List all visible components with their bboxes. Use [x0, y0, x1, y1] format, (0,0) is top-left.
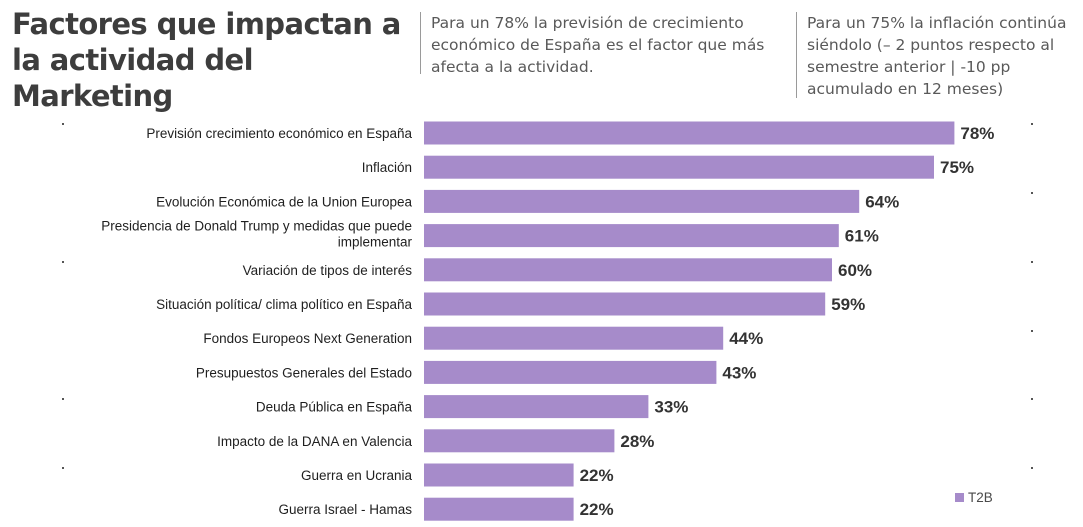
tick-mark: [1031, 123, 1033, 125]
category-label: Guerra en Ucrania: [301, 468, 413, 483]
bar: [424, 395, 649, 419]
bar: [424, 292, 826, 316]
category-label: Situación política/ clima político en Es…: [156, 297, 412, 312]
value-label: 44%: [729, 329, 763, 348]
value-label: 60%: [838, 261, 872, 280]
tick-mark: [62, 123, 64, 125]
tick-mark: [1031, 261, 1033, 263]
value-label: 61%: [845, 227, 879, 246]
bar: [424, 189, 860, 213]
tick-mark: [1031, 398, 1033, 400]
tick-mark: [62, 467, 64, 469]
category-label: Presidencia de Donald Trump y medidas qu…: [101, 219, 412, 250]
tick-mark: [62, 261, 64, 263]
legend-label: T2B: [968, 490, 993, 505]
tick-mark: [1031, 192, 1033, 194]
category-label: Guerra Israel - Hamas: [278, 502, 412, 517]
tick-mark: [1031, 467, 1033, 469]
note-growth: Para un 78% la previsión de crecimiento …: [420, 12, 781, 76]
category-label: Fondos Europeos Next Generation: [203, 331, 412, 346]
value-label: 43%: [722, 363, 756, 382]
category-label: Inflación: [362, 160, 412, 175]
bar: [424, 121, 955, 145]
bar: [424, 360, 717, 384]
tick-mark: [62, 398, 64, 400]
category-label: Previsión crecimiento económico en Españ…: [146, 126, 412, 141]
bar: [424, 497, 574, 521]
bar: [424, 258, 832, 282]
legend: T2B: [955, 490, 993, 505]
category-label: Deuda Pública en España: [256, 400, 413, 415]
bar: [424, 326, 724, 350]
note-inflation: Para un 75% la inflación continúa siéndo…: [796, 12, 1079, 98]
value-label: 22%: [580, 466, 614, 485]
category-label: Impacto de la DANA en Valencia: [217, 434, 412, 449]
value-label: 28%: [620, 432, 654, 451]
category-label: Presupuestos Generales del Estado: [196, 365, 412, 380]
value-label: 78%: [960, 124, 994, 143]
bar: [424, 224, 839, 248]
category-label: Variación de tipos de interés: [243, 263, 413, 278]
bar: [424, 463, 574, 487]
chart-title: Factores que impactan a la actividad del…: [12, 7, 401, 113]
tick-mark: [1031, 330, 1033, 332]
bar: [424, 155, 934, 179]
value-label: 75%: [940, 158, 974, 177]
value-label: 22%: [580, 500, 614, 519]
value-label: 59%: [831, 295, 865, 314]
legend-swatch: [955, 493, 964, 502]
value-label: 33%: [654, 398, 688, 417]
bar: [424, 429, 615, 453]
category-label: Evolución Económica de la Union Europea: [156, 194, 412, 209]
value-label: 64%: [865, 192, 899, 211]
